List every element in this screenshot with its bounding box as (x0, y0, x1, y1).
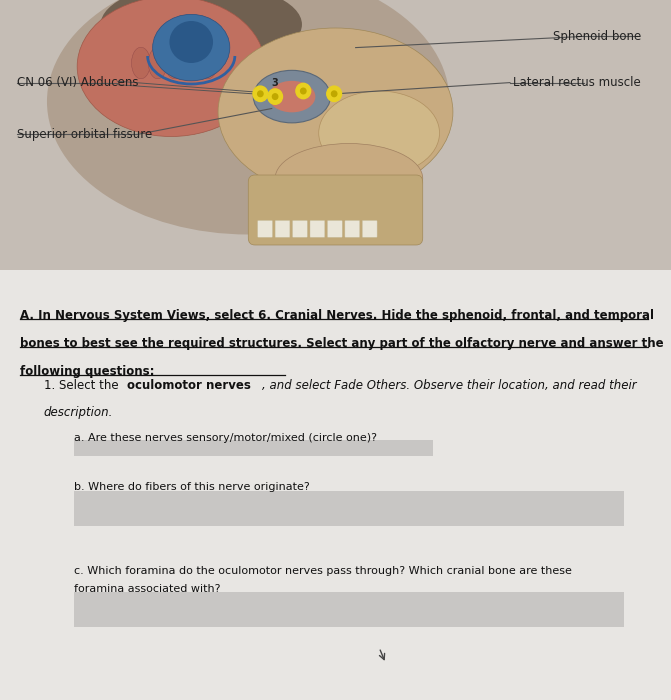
Ellipse shape (275, 144, 423, 214)
Ellipse shape (152, 14, 229, 80)
FancyBboxPatch shape (74, 491, 624, 526)
Ellipse shape (132, 48, 150, 79)
FancyBboxPatch shape (345, 220, 360, 237)
Text: following questions:: following questions: (20, 365, 154, 379)
Ellipse shape (218, 28, 453, 196)
Circle shape (268, 89, 282, 104)
FancyBboxPatch shape (74, 592, 624, 626)
Ellipse shape (101, 0, 302, 66)
Text: bones to best see the required structures. Select any part of the olfactory nerv: bones to best see the required structure… (20, 337, 664, 351)
Circle shape (327, 86, 342, 101)
Ellipse shape (182, 48, 201, 79)
Text: description.: description. (44, 406, 113, 419)
Text: , and select Fade Others. Observe their location, and read their: , and select Fade Others. Observe their … (262, 379, 636, 393)
Circle shape (253, 86, 268, 101)
Ellipse shape (253, 71, 330, 123)
Ellipse shape (148, 48, 167, 79)
Ellipse shape (199, 48, 217, 79)
Text: foramina associated with?: foramina associated with? (74, 584, 220, 594)
Ellipse shape (77, 0, 265, 136)
Ellipse shape (169, 21, 213, 63)
Ellipse shape (47, 0, 450, 234)
Ellipse shape (268, 81, 315, 113)
Circle shape (331, 91, 337, 97)
Ellipse shape (165, 48, 184, 79)
FancyBboxPatch shape (0, 0, 671, 270)
Text: b. Where do fibers of this nerve originate?: b. Where do fibers of this nerve origina… (74, 482, 309, 491)
Ellipse shape (319, 91, 440, 175)
FancyBboxPatch shape (327, 220, 342, 237)
Text: a. Are these nerves sensory/motor/mixed (circle one)?: a. Are these nerves sensory/motor/mixed … (74, 433, 377, 442)
FancyBboxPatch shape (258, 220, 272, 237)
Text: Superior orbital fissure: Superior orbital fissure (17, 128, 152, 141)
Text: Sphenoid bone: Sphenoid bone (552, 30, 641, 43)
Circle shape (296, 83, 311, 99)
FancyBboxPatch shape (362, 220, 377, 237)
FancyBboxPatch shape (248, 175, 423, 245)
Text: c. Which foramina do the oculomotor nerves pass through? Which cranial bone are : c. Which foramina do the oculomotor nerv… (74, 566, 572, 575)
Text: Lateral rectus muscle: Lateral rectus muscle (513, 76, 641, 89)
Text: oculomotor nerves: oculomotor nerves (127, 379, 252, 393)
FancyBboxPatch shape (310, 220, 325, 237)
Text: 1. Select the: 1. Select the (44, 379, 122, 393)
Circle shape (258, 91, 263, 97)
Text: A. In Nervous System Views, select 6. Cranial Nerves. Hide the sphenoid, frontal: A. In Nervous System Views, select 6. Cr… (20, 309, 654, 323)
FancyBboxPatch shape (275, 220, 290, 237)
FancyBboxPatch shape (293, 220, 307, 237)
Circle shape (272, 94, 278, 99)
Text: CN 06 (VI) Abducens: CN 06 (VI) Abducens (17, 76, 138, 89)
Text: 3: 3 (272, 78, 278, 88)
FancyBboxPatch shape (74, 440, 433, 456)
Circle shape (301, 88, 306, 94)
